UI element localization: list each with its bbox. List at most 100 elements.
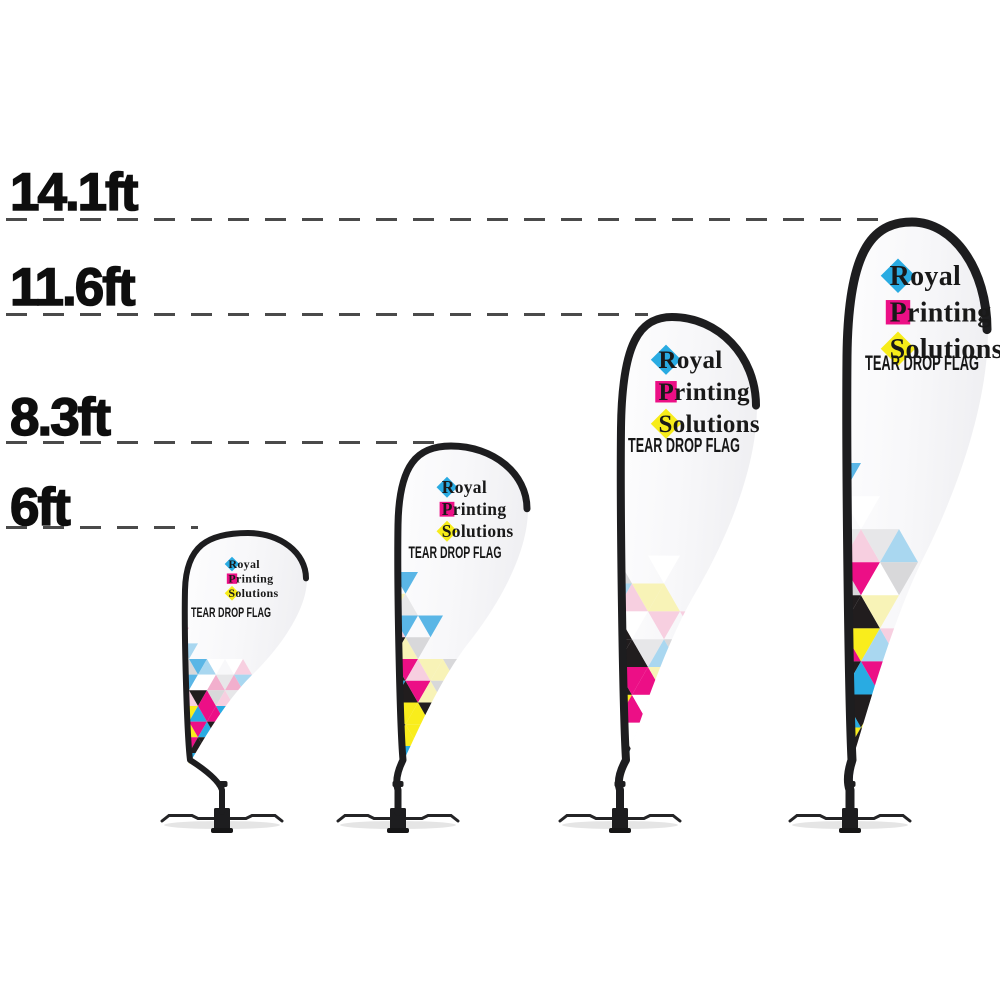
mosaic-triangle — [468, 724, 493, 746]
mosaic-triangle — [418, 724, 443, 746]
logo-word: Royal — [228, 557, 260, 571]
mosaic-triangle — [481, 768, 506, 790]
flag-pole — [181, 530, 309, 815]
mosaic-triangle — [455, 746, 481, 764]
mosaic-triangle — [918, 661, 956, 695]
ruler-label-6ft: 6ft — [9, 478, 71, 537]
mosaic-triangle — [189, 674, 207, 691]
mosaic-triangle — [243, 769, 261, 785]
logo-word: Royal — [659, 347, 723, 374]
mosaic-triangle — [198, 737, 216, 753]
mosaic-triangle — [899, 760, 937, 764]
mosaic-triangle — [418, 746, 443, 764]
base-foot — [839, 828, 861, 833]
mosaic-triangle — [712, 750, 744, 764]
mosaic-triangle — [480, 724, 506, 746]
mosaic-triangle — [712, 722, 744, 751]
mosaic-triangle — [648, 694, 680, 723]
mosaic-triangle — [243, 752, 261, 764]
mosaic-triangle — [198, 705, 216, 722]
mosaic-triangle — [234, 658, 252, 675]
mosaic-triangle — [937, 760, 975, 764]
mosaic-triangle — [937, 694, 975, 728]
mosaic-triangle — [225, 769, 243, 785]
mosaic-triangle — [184, 752, 189, 764]
flag-pole — [842, 217, 992, 817]
logo-word: Solutions — [890, 334, 1000, 365]
mosaic-triangle — [443, 702, 468, 725]
mosaic-triangle — [189, 705, 207, 722]
ruler-dashed-line-8-3ft — [6, 441, 450, 444]
mosaic-triangle — [431, 768, 456, 790]
flag-pole — [614, 313, 760, 816]
mosaic-triangle — [899, 694, 937, 728]
product-label: TEAR DROP FLAG — [865, 351, 979, 375]
mosaic-triangle — [680, 694, 712, 723]
mosaic-triangle — [405, 659, 431, 681]
mosaic-triangle — [189, 721, 207, 738]
mosaic-triangle — [405, 680, 431, 703]
mosaic-triangle — [846, 463, 861, 497]
mosaic-triangle — [207, 737, 225, 753]
mosaic-triangle — [664, 750, 696, 764]
ruler-dashed-line-11-6ft — [6, 313, 648, 316]
mosaic-triangle — [216, 674, 234, 691]
ruler-label-8-3ft: 8.3ft — [9, 388, 111, 447]
mosaic-triangle — [918, 727, 956, 761]
mosaic-triangle — [225, 674, 243, 691]
mosaic-triangle — [648, 750, 680, 764]
mosaic-triangle — [252, 705, 270, 722]
mosaic-triangle — [225, 658, 243, 675]
mosaic-triangle — [279, 721, 297, 738]
mosaic-triangle — [243, 690, 261, 706]
mosaic-triangle — [261, 674, 279, 691]
mosaic-triangle — [252, 752, 270, 764]
mosaic-triangle — [696, 722, 728, 751]
logo-word: Printing — [442, 499, 507, 519]
logo-word: Printing — [659, 379, 750, 406]
base-leg-right — [856, 814, 912, 823]
mosaic-triangle — [234, 674, 252, 691]
base-leg-left — [336, 814, 392, 823]
base-leg-left — [788, 814, 844, 823]
mosaic-triangle — [171, 769, 189, 785]
logo-word: Printing — [228, 572, 273, 586]
mosaic-triangle — [252, 737, 270, 753]
flag-fabric — [846, 221, 988, 764]
mosaic-triangle — [279, 769, 297, 785]
mosaic-triangle — [180, 769, 198, 785]
mosaic-triangle — [648, 611, 680, 640]
mosaic-triangle — [937, 727, 975, 761]
mosaic-triangle — [252, 721, 270, 738]
mosaic-triangle — [648, 722, 680, 751]
mosaic-triangle — [680, 750, 712, 764]
mosaic-triangle — [234, 752, 252, 764]
mosaic-triangle — [207, 690, 225, 706]
mosaic-triangle — [243, 705, 261, 722]
logo-marker-diamond — [650, 344, 682, 375]
ruler-label-14-1ft: 14.1ft — [9, 163, 139, 222]
mosaic-triangle — [288, 737, 306, 753]
mosaic-triangle — [443, 680, 468, 703]
logo-marker-square — [655, 381, 677, 403]
mosaic-triangle — [696, 667, 728, 695]
flag-pole — [393, 442, 531, 816]
mosaic-triangle — [956, 727, 988, 761]
logo-word: Solutions — [659, 411, 760, 438]
mosaic-triangle — [252, 769, 270, 785]
mosaic-triangle — [664, 667, 696, 695]
mosaic-triangle — [664, 722, 696, 751]
mosaic-triangle — [418, 615, 443, 638]
logo-word: Royal — [442, 477, 487, 497]
mosaic-triangle — [648, 555, 680, 584]
mosaic-triangle — [234, 690, 252, 706]
mosaic-triangle — [405, 746, 431, 764]
mosaic-triangle — [198, 674, 216, 691]
mosaic-triangle — [430, 702, 456, 725]
mosaic-triangle — [680, 722, 712, 751]
mosaic-triangle — [252, 690, 270, 706]
